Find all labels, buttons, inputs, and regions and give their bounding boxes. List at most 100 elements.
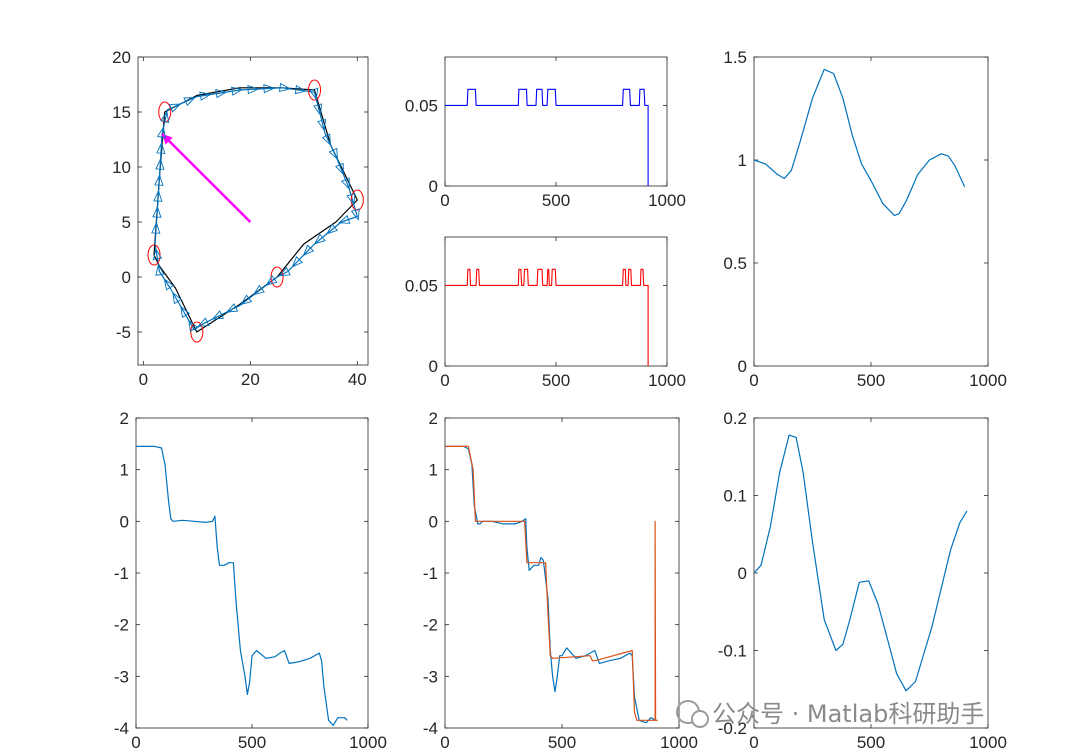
y-tick-label: 0.05 bbox=[405, 276, 438, 295]
heading-marker bbox=[155, 157, 165, 170]
heading-marker bbox=[326, 223, 339, 235]
watermark-text: 公众号 · Matlab科研助手 bbox=[712, 700, 984, 728]
heading-marker bbox=[163, 278, 175, 291]
x-tick-label: 500 bbox=[548, 733, 576, 752]
x-tick-label: 1000 bbox=[349, 733, 387, 752]
heading-marker bbox=[225, 303, 239, 313]
y-tick-label: 0 bbox=[120, 512, 129, 531]
plot-area bbox=[445, 445, 658, 724]
heading-marker bbox=[168, 103, 182, 113]
series-arrow bbox=[161, 133, 252, 223]
x-tick-label: 0 bbox=[131, 733, 140, 752]
x-tick-label: 500 bbox=[857, 733, 885, 752]
heading-marker bbox=[156, 126, 166, 139]
heading-marker bbox=[151, 221, 161, 234]
chart-staircase-compare: 0 500 1000 -4 -3 -2 -1 0 1 2 bbox=[423, 409, 698, 752]
axes-box bbox=[444, 236, 668, 367]
waypoint-marker bbox=[190, 321, 204, 343]
x-tick-label: 0 bbox=[139, 370, 148, 389]
x-tick-label: 500 bbox=[542, 191, 570, 210]
heading-marker bbox=[350, 208, 360, 221]
y-tick-label: 15 bbox=[112, 103, 131, 122]
y-tick-label: -0.1 bbox=[718, 642, 747, 661]
y-tick-label: 0.2 bbox=[723, 409, 747, 428]
y-tick-label: 0 bbox=[122, 268, 131, 287]
heading-marker bbox=[265, 275, 278, 286]
series-heading bbox=[136, 445, 348, 727]
heading-marker bbox=[172, 291, 183, 305]
x-tick-label: 0 bbox=[440, 371, 449, 390]
heading-marker bbox=[341, 177, 350, 191]
y-tick-label: 0.05 bbox=[405, 96, 438, 115]
plot-area bbox=[754, 68, 966, 217]
y-tick-label: -2 bbox=[423, 616, 438, 635]
heading-marker bbox=[197, 317, 210, 327]
x-tick-label: 1000 bbox=[969, 733, 1007, 752]
y-tick-label: 2 bbox=[429, 409, 438, 428]
watermark: 公众号 · Matlab科研助手 bbox=[676, 700, 984, 728]
y-tick-label: -0.2 bbox=[718, 719, 747, 738]
x-tick-label: 40 bbox=[348, 370, 367, 389]
heading-marker bbox=[321, 133, 332, 146]
y-tick-label: -4 bbox=[114, 719, 129, 738]
heading-marker bbox=[247, 84, 260, 95]
y-tick-label: 0 bbox=[429, 177, 438, 196]
heading-marker bbox=[278, 82, 292, 92]
y-tick-label: 1 bbox=[738, 151, 747, 170]
heading-marker bbox=[335, 162, 344, 176]
y-tick-label: -3 bbox=[114, 667, 129, 686]
heading-marker bbox=[155, 263, 165, 276]
heading-marker bbox=[294, 84, 308, 95]
heading-marker bbox=[328, 147, 339, 161]
waypoint-marker bbox=[158, 101, 172, 123]
heading-marker bbox=[291, 256, 303, 268]
y-tick-label: 0.5 bbox=[723, 254, 747, 273]
axes-box bbox=[753, 417, 989, 729]
y-tick-label: 20 bbox=[112, 48, 131, 67]
x-tick-label: 1000 bbox=[648, 371, 686, 390]
x-tick-label: 500 bbox=[238, 733, 266, 752]
chart-blue-step-signal: 0 500 1000 0 0.05 bbox=[405, 56, 686, 210]
heading-marker bbox=[153, 189, 163, 202]
chart-trajectory: 0 20 40 -5 0 5 10 15 20 bbox=[112, 48, 369, 389]
x-tick-label: 20 bbox=[241, 370, 260, 389]
series-reference bbox=[445, 445, 658, 721]
heading-marker bbox=[211, 310, 225, 320]
x-tick-label: 500 bbox=[857, 371, 885, 390]
y-tick-label: 2 bbox=[120, 409, 129, 428]
series-signal bbox=[445, 88, 649, 186]
y-tick-label: 0.1 bbox=[723, 487, 747, 506]
heading-marker bbox=[199, 91, 212, 101]
plot-area bbox=[136, 445, 348, 727]
chart-smooth-wave-bottom: 0 500 1000 -0.2 -0.1 0 0.1 0.2 bbox=[718, 409, 1007, 752]
heading-marker bbox=[152, 247, 163, 261]
heading-marker bbox=[231, 86, 244, 96]
plot-area bbox=[147, 79, 364, 343]
heading-marker bbox=[346, 192, 356, 206]
y-tick-label: -1 bbox=[114, 564, 129, 583]
axes-box bbox=[135, 417, 369, 729]
heading-marker bbox=[215, 89, 228, 99]
series-wave bbox=[754, 68, 966, 217]
y-tick-label: -2 bbox=[114, 616, 129, 635]
series-wave bbox=[754, 434, 968, 692]
y-tick-label: 10 bbox=[112, 158, 131, 177]
heading-marker bbox=[278, 266, 291, 277]
x-tick-label: 0 bbox=[440, 191, 449, 210]
y-tick-label: 5 bbox=[122, 213, 131, 232]
y-tick-label: 0 bbox=[429, 512, 438, 531]
x-tick-label: 500 bbox=[542, 371, 570, 390]
y-tick-label: 1 bbox=[429, 461, 438, 480]
y-tick-label: 1 bbox=[120, 461, 129, 480]
axes-box bbox=[137, 56, 369, 366]
plot-area bbox=[445, 268, 649, 366]
heading-marker bbox=[240, 294, 253, 306]
heading-marker bbox=[156, 141, 166, 154]
heading-marker bbox=[337, 214, 351, 224]
heading-marker bbox=[154, 173, 164, 186]
x-tick-label: 1000 bbox=[660, 733, 698, 752]
y-tick-label: 0 bbox=[738, 357, 747, 376]
heading-marker bbox=[160, 110, 170, 123]
x-tick-label: 1000 bbox=[648, 191, 686, 210]
